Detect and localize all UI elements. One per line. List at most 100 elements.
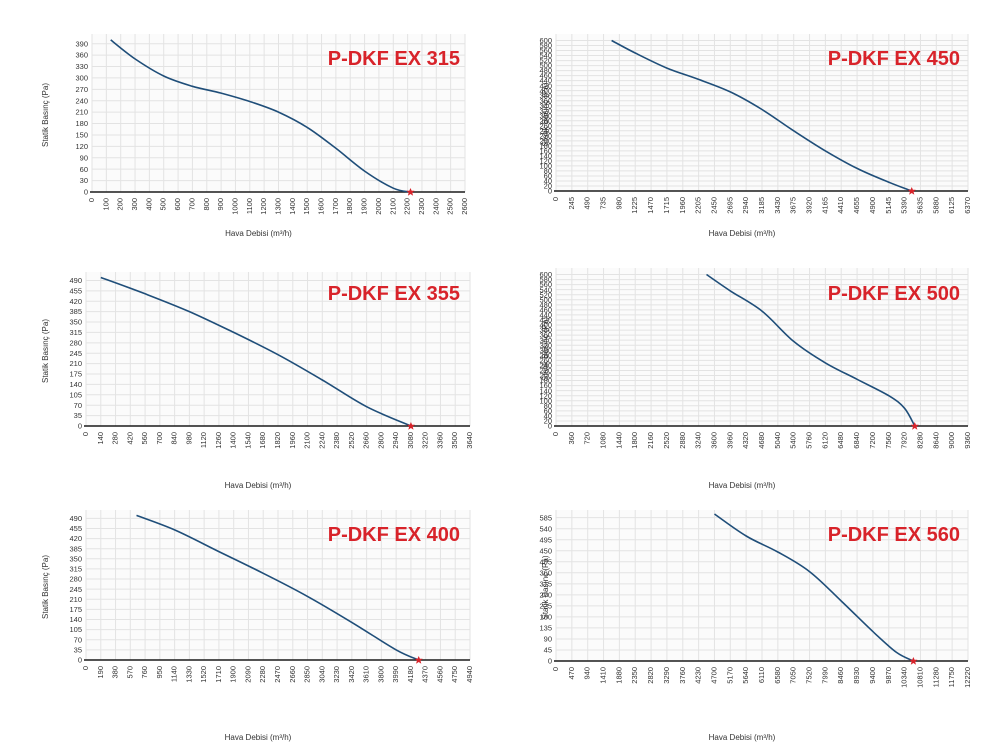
y-tick-label: 270	[539, 590, 552, 599]
y-tick-label: 360	[75, 51, 88, 60]
y-tick-label: 400	[539, 86, 552, 95]
y-tick-label: 360	[539, 96, 552, 105]
y-tick-label: 460	[539, 305, 552, 314]
y-tick-label: 100	[539, 396, 552, 405]
x-tick-label: 6110	[757, 667, 766, 683]
x-tick-label: 700	[187, 198, 196, 211]
x-tick-label: 2280	[258, 666, 267, 683]
y-tick-label: 340	[539, 101, 552, 110]
y-tick-label: 420	[69, 534, 82, 543]
chart-panel-400: 0 190 380 570 760 950 1140 1330 1520 1710 1900 2090…	[0, 504, 500, 756]
y-tick-label: 560	[539, 280, 552, 289]
x-tick-label: 6480	[836, 432, 845, 449]
x-axis-title: Hava Debisi (m³/h)	[225, 481, 292, 490]
y-tick-label: 120	[75, 142, 88, 151]
y-axis-title: Statik Basınç (Pa)	[41, 319, 50, 383]
x-tick-label: 1710	[214, 666, 223, 683]
y-tick-label: 280	[69, 575, 82, 584]
x-tick-label: 3185	[757, 197, 766, 214]
y-tick-label: 175	[69, 605, 82, 614]
y-tick-label: 270	[75, 85, 88, 94]
y-tick-label: 0	[548, 187, 552, 196]
x-tick-label: 10340	[900, 667, 909, 688]
chart-panel-450: 0 245 490 735 980 1225 1470 1715 1960 2205 2450 269…	[500, 0, 1000, 252]
x-tick-label: 4900	[868, 197, 877, 214]
y-tick-label: 240	[539, 126, 552, 135]
y-tick-label: 100	[539, 162, 552, 171]
y-tick-label: 490	[69, 276, 82, 285]
x-axis-title: Hava Debisi (m³/h)	[709, 481, 776, 490]
chart-panel-315: 0 100 200 300 400 500 600 700 800 900 1000 1100 1200…	[0, 0, 500, 252]
x-tick-label: 2520	[662, 432, 671, 449]
x-tick-label: 3290	[662, 667, 671, 684]
x-tick-label: 1960	[678, 197, 687, 214]
y-tick-label: 60	[544, 406, 552, 415]
x-tick-label: 9870	[884, 667, 893, 684]
y-tick-label: 0	[84, 188, 88, 197]
y-tick-label: 220	[539, 366, 552, 375]
x-tick-label: 3600	[709, 432, 718, 449]
x-tick-label: 5400	[789, 432, 798, 449]
operating-point-marker	[909, 657, 918, 665]
x-tick-label: 8930	[852, 667, 861, 684]
y-tick-label: 350	[69, 554, 82, 563]
x-tick-label: 1900	[360, 198, 369, 215]
y-tick-label: 90	[80, 153, 88, 162]
y-axis-title: Statik Basınç (Pa)	[541, 82, 550, 146]
y-tick-label: 35	[74, 411, 82, 420]
chart-panel-560: 0 470 940 1410 1880 2350 2820 3290 3760 4230 4700 5…	[500, 504, 1000, 756]
y-tick-label: 0	[78, 656, 82, 665]
chart-svg: 0 245 490 735 980 1225 1470 1715 1960 2205 2450 269…	[539, 34, 972, 238]
x-tick-label: 3760	[678, 667, 687, 684]
x-tick-label: 1200	[259, 198, 268, 215]
x-tick-label: 2205	[694, 197, 703, 214]
x-tick-label: 760	[140, 666, 149, 679]
y-tick-label: 540	[539, 524, 552, 533]
x-tick-label: 2380	[332, 432, 341, 449]
x-tick-label: 1900	[229, 666, 238, 683]
x-tick-label: 4180	[406, 666, 415, 683]
x-tick-label: 2850	[303, 666, 312, 683]
y-tick-label: 315	[69, 328, 82, 337]
y-tick-label: 210	[69, 595, 82, 604]
y-tick-label: 105	[69, 625, 82, 634]
x-tick-label: 1680	[258, 432, 267, 449]
x-tick-label: 5040	[773, 432, 782, 449]
y-tick-label: 320	[539, 341, 552, 350]
x-tick-label: 2820	[646, 667, 655, 684]
x-tick-label: 5145	[884, 197, 893, 214]
y-tick-label: 20	[544, 182, 552, 191]
chart-title: P-DKF EX 400	[328, 524, 460, 546]
x-tick-label: 5170	[725, 667, 734, 684]
x-tick-label: 2100	[303, 432, 312, 449]
y-tick-label: 90	[544, 635, 552, 644]
x-tick-label: 3360	[435, 432, 444, 449]
x-tick-label: 3240	[694, 432, 703, 449]
y-tick-label: 340	[539, 336, 552, 345]
chart-title: P-DKF EX 315	[328, 48, 460, 70]
x-tick-label: 1470	[646, 197, 655, 214]
y-tick-label: 210	[69, 359, 82, 368]
x-tick-label: 0	[81, 666, 90, 670]
y-tick-label: 60	[544, 172, 552, 181]
chart-svg: 0 470 940 1410 1880 2350 2820 3290 3760 4230 4700 5…	[539, 510, 972, 742]
x-tick-label: 700	[155, 432, 164, 445]
x-tick-label: 1000	[230, 198, 239, 215]
y-tick-label: 280	[539, 351, 552, 360]
y-tick-label: 560	[539, 46, 552, 55]
y-tick-label: 180	[75, 119, 88, 128]
x-tick-label: 7200	[868, 432, 877, 449]
chart-svg: 0 190 380 570 760 950 1140 1330 1520 1710 1900 2090…	[41, 510, 474, 742]
x-tick-label: 1540	[243, 432, 252, 449]
y-tick-label: 140	[539, 151, 552, 160]
x-tick-label: 7920	[900, 432, 909, 449]
y-tick-label: 440	[539, 76, 552, 85]
x-tick-label: 100	[101, 198, 110, 211]
x-tick-label: 2660	[362, 432, 371, 449]
operating-point-marker	[907, 187, 916, 195]
y-tick-label: 440	[539, 311, 552, 320]
y-tick-label: 225	[539, 601, 552, 610]
x-tick-label: 10810	[915, 667, 924, 688]
y-tick-label: 240	[75, 96, 88, 105]
y-tick-label: 390	[75, 39, 88, 48]
